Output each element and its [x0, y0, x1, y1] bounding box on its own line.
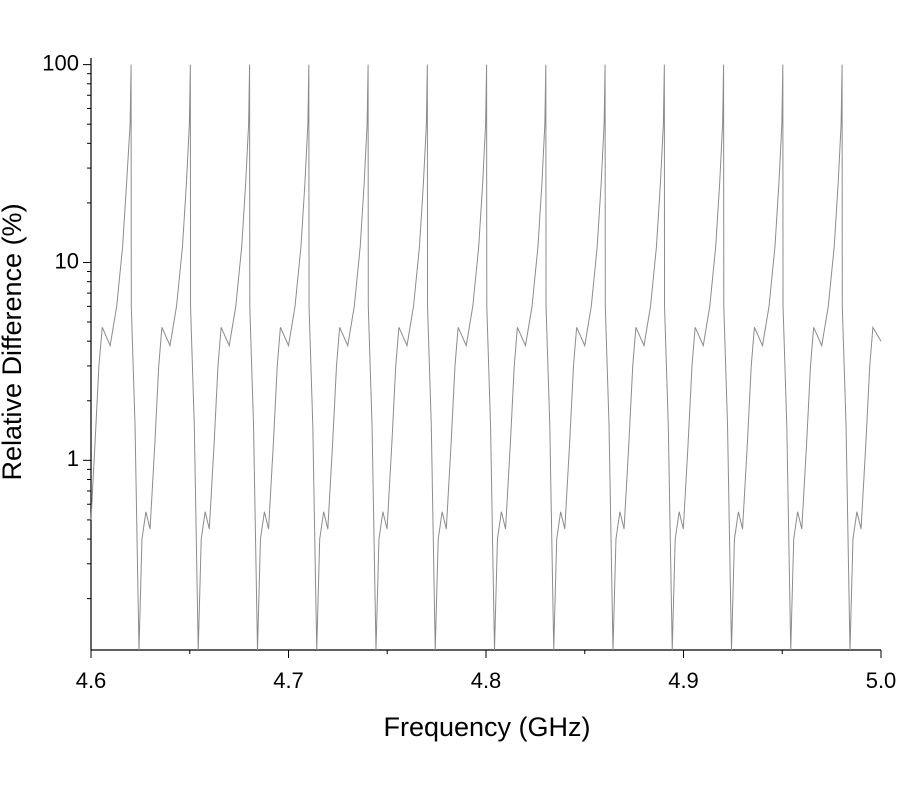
data-line: [90, 64, 882, 651]
y-tick-label: 10: [55, 248, 79, 273]
x-axis-title: Frequency (GHz): [383, 712, 590, 742]
x-tick-label: 4.8: [471, 668, 502, 693]
y-tick-label: 100: [42, 50, 79, 75]
x-tick-label: 5.0: [866, 668, 897, 693]
x-tick-label: 4.7: [273, 668, 304, 693]
y-tick-label: 1: [67, 446, 79, 471]
x-tick-label: 4.9: [668, 668, 699, 693]
x-tick-label: 4.6: [76, 668, 107, 693]
y-axis-title: Relative Difference (%): [0, 203, 27, 480]
